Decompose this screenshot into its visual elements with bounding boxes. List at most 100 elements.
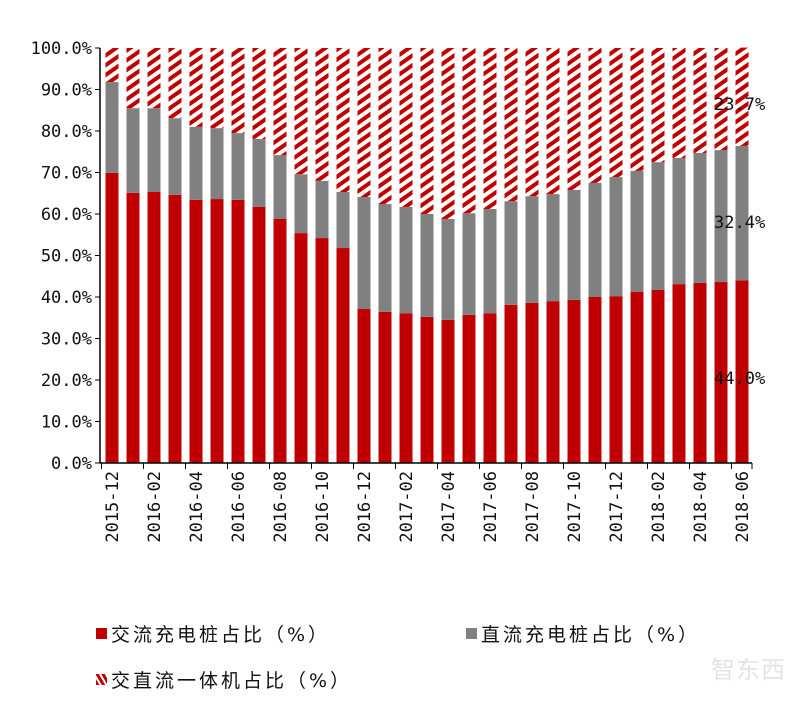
bar-dc-2016-10 [315, 180, 329, 239]
bar-hybrid-2016-10 [315, 48, 329, 181]
bar-dc-2017-12 [609, 177, 623, 297]
legend-label-ac: 交流充电桩占比（%） [111, 624, 331, 646]
bar-hybrid-2017-07 [504, 48, 518, 202]
bar-ac-2018-02 [651, 289, 665, 463]
bar-dc-2016-08 [273, 155, 287, 219]
legend-swatch-hybrid [96, 674, 107, 685]
bar-hybrid-2018-05 [714, 48, 728, 151]
bar-ac-2016-12 [357, 309, 371, 463]
bar-ac-2017-10 [567, 299, 581, 463]
bar-ac-2017-11 [588, 297, 602, 463]
legend-swatch-dc [466, 628, 477, 639]
bar-ac-2016-07 [252, 206, 266, 463]
x-tick-label: 2015-12 [103, 471, 123, 543]
bar-ac-2016-11 [336, 248, 350, 463]
bar-dc-2018-05 [714, 150, 728, 283]
y-tick-label: 0.0% [51, 454, 92, 474]
y-tick-label: 60.0% [41, 205, 92, 225]
y-tick-label: 100.0% [31, 39, 92, 59]
bar-hybrid-2017-01 [378, 48, 392, 205]
bar-ac-2018-05 [714, 282, 728, 463]
bar-dc-2017-11 [588, 182, 602, 297]
x-tick-label: 2017-08 [523, 471, 543, 543]
bar-hybrid-2016-06 [231, 48, 245, 134]
legend-item-hybrid: 交直流一体机占比（%） [96, 666, 352, 693]
y-tick-label: 90.0% [41, 81, 92, 101]
legend-item-ac: 交流充电桩占比（%） [96, 620, 330, 647]
y-tick-label: 10.0% [41, 413, 92, 433]
x-tick-label: 2017-10 [565, 471, 585, 543]
bar-dc-2015-12 [105, 82, 119, 173]
bar-hybrid-2016-03 [168, 48, 182, 119]
bar-dc-2016-01 [126, 108, 140, 193]
bar-ac-2016-09 [294, 233, 308, 463]
y-tick-label: 40.0% [41, 288, 92, 308]
y-tick-label: 70.0% [41, 164, 92, 184]
bar-ac-2016-03 [168, 194, 182, 463]
legend-label-dc: 直流充电桩占比（%） [481, 624, 701, 646]
legend-label-hybrid: 交直流一体机占比（%） [111, 670, 353, 692]
bar-hybrid-2017-12 [609, 48, 623, 178]
bar-dc-2017-10 [567, 189, 581, 300]
bar-dc-2016-11 [336, 192, 350, 249]
bar-dc-2017-02 [399, 206, 413, 314]
bar-hybrid-2018-02 [651, 48, 665, 163]
bar-hybrid-2017-11 [588, 48, 602, 183]
x-tick-label: 2017-02 [397, 471, 417, 543]
bar-hybrid-2017-09 [546, 48, 560, 195]
bar-dc-2018-03 [672, 157, 686, 285]
bar-ac-2017-08 [525, 302, 539, 463]
bar-hybrid-2016-07 [252, 48, 266, 139]
bar-hybrid-2016-05 [210, 48, 224, 129]
watermark-logo: 智东西 [711, 656, 786, 684]
x-tick-label: 2016-10 [313, 471, 333, 543]
bar-dc-2018-06 [735, 145, 749, 281]
bar-ac-2016-05 [210, 199, 224, 463]
bar-dc-2016-02 [147, 108, 161, 193]
bar-dc-2018-02 [651, 162, 665, 290]
x-tick-label: 2017-12 [607, 471, 627, 543]
bar-hybrid-2016-04 [189, 48, 203, 127]
bar-ac-2016-02 [147, 192, 161, 463]
bar-dc-2017-06 [483, 209, 497, 314]
bar-ac-2017-12 [609, 296, 623, 463]
bar-hybrid-2016-11 [336, 48, 350, 193]
bar-ac-2016-10 [315, 238, 329, 463]
bar-hybrid-2018-04 [693, 48, 707, 153]
bar-ac-2016-06 [231, 199, 245, 463]
x-tick-label: 2017-04 [439, 471, 459, 543]
bar-hybrid-2017-03 [420, 48, 434, 214]
bar-hybrid-2017-08 [525, 48, 539, 197]
bar-hybrid-2017-02 [399, 48, 413, 207]
x-tick-label: 2016-06 [229, 471, 249, 543]
bar-hybrid-2016-01 [126, 48, 140, 109]
bar-ac-2016-01 [126, 192, 140, 463]
bar-ac-2017-07 [504, 304, 518, 463]
y-tick-label: 30.0% [41, 330, 92, 350]
bar-hybrid-2016-02 [147, 48, 161, 109]
bar-dc-2016-05 [210, 128, 224, 200]
bar-dc-2017-04 [441, 218, 455, 320]
x-tick-label: 2016-08 [271, 471, 291, 543]
bar-hybrid-2018-06 [735, 47, 749, 146]
bar-hybrid-2018-03 [672, 48, 686, 158]
bar-dc-2016-07 [252, 138, 266, 207]
x-tick-label: 2017-06 [481, 471, 501, 543]
bar-dc-2017-05 [462, 213, 476, 315]
bar-dc-2016-09 [294, 174, 308, 234]
data-label-ac: 44.0% [714, 369, 765, 389]
bar-ac-2018-01 [630, 292, 644, 463]
bar-dc-2017-07 [504, 201, 518, 305]
x-tick-label: 2018-06 [733, 471, 753, 543]
bar-hybrid-2017-10 [567, 48, 581, 190]
bar-ac-2016-04 [189, 199, 203, 463]
bar-dc-2017-01 [378, 204, 392, 312]
x-tick-label: 2018-04 [691, 471, 711, 543]
bar-ac-2017-04 [441, 319, 455, 463]
bar-ac-2017-01 [378, 311, 392, 463]
bar-ac-2016-08 [273, 218, 287, 463]
bar-dc-2016-04 [189, 126, 203, 200]
bar-hybrid-2017-05 [462, 48, 476, 214]
y-tick-label: 80.0% [41, 122, 92, 142]
